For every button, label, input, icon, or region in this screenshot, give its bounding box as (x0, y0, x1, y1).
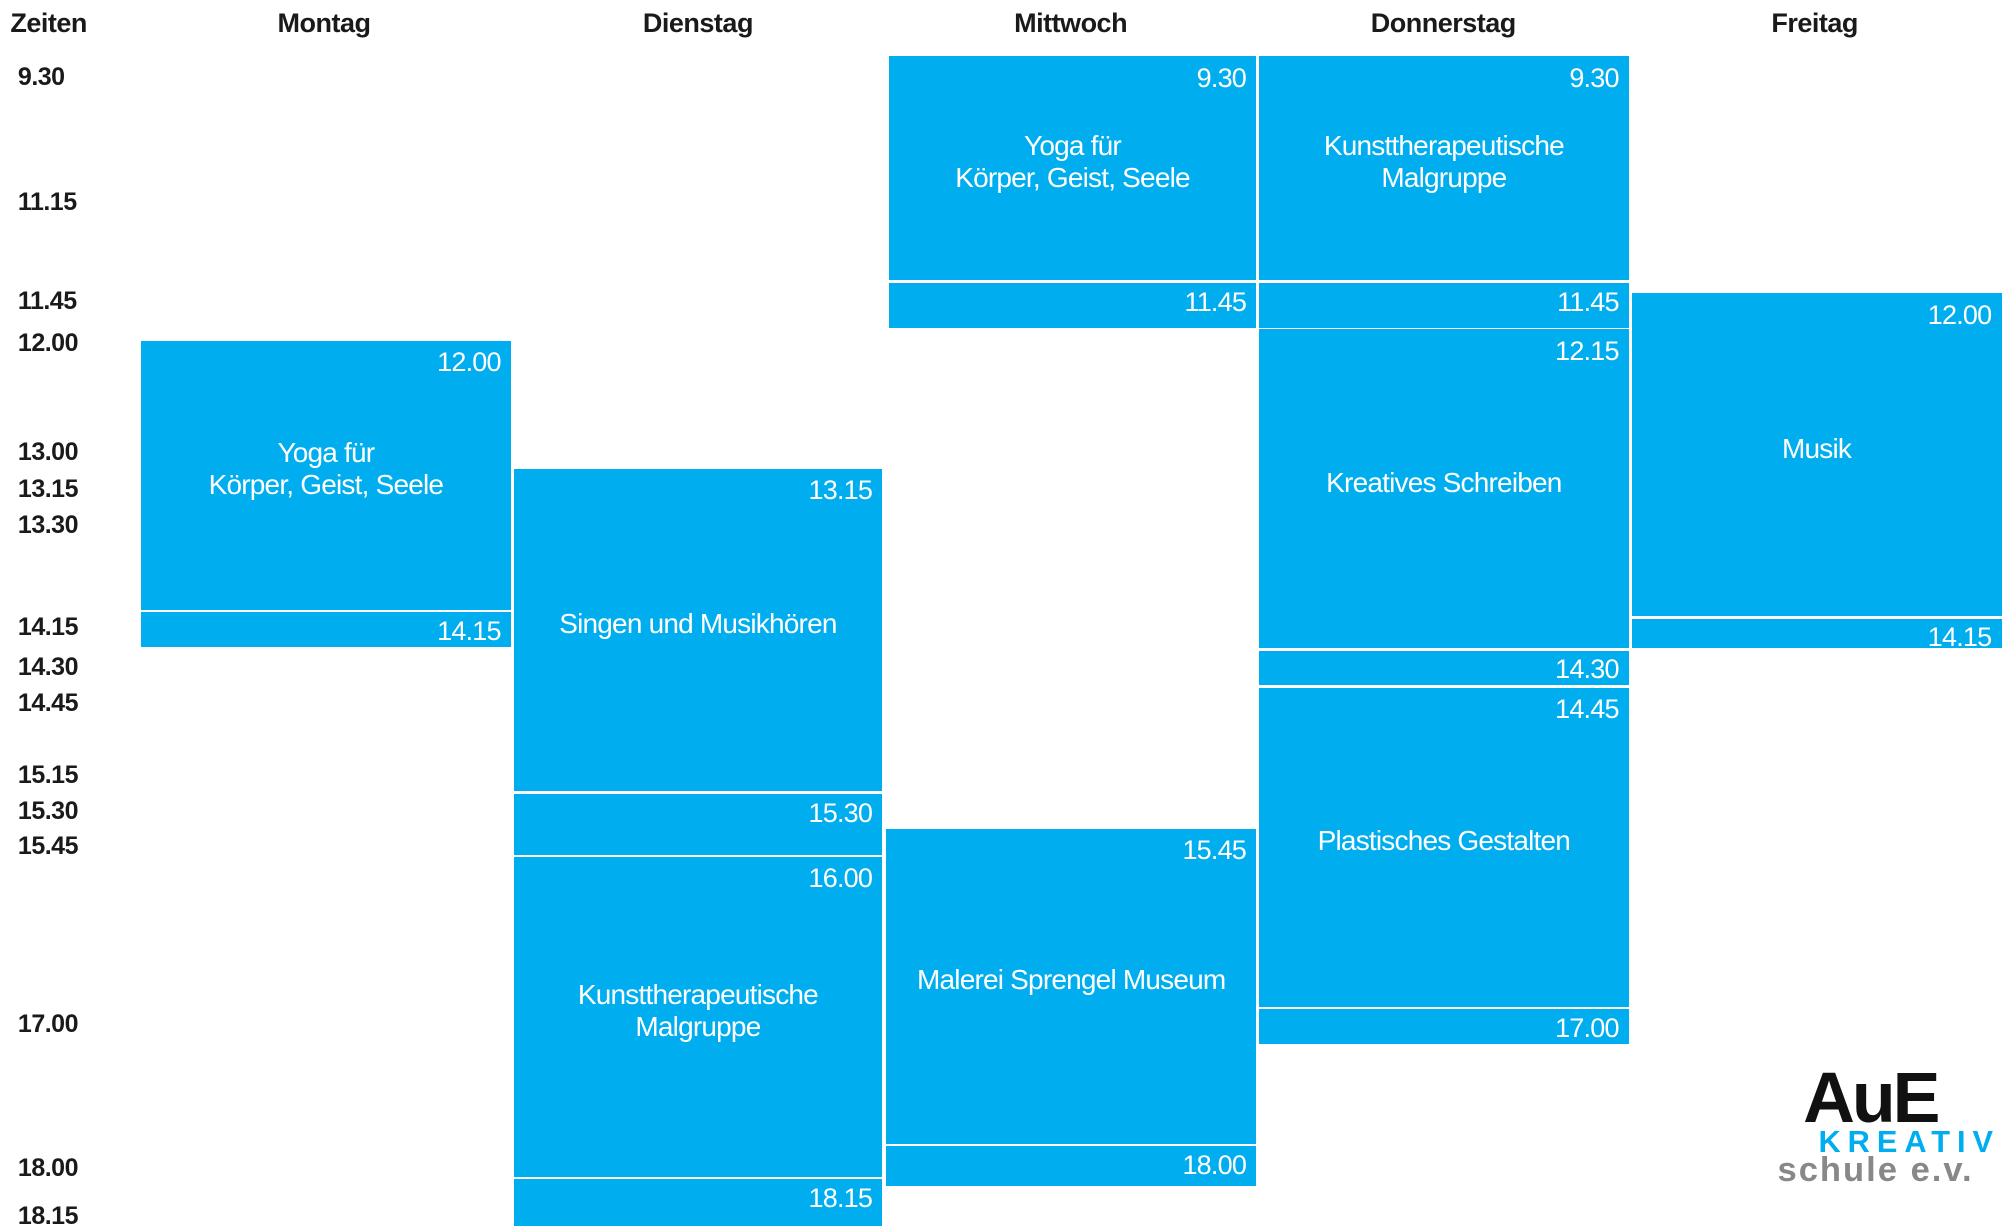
session-block: 12.00 Yoga für Körper, Geist, Seele (140, 340, 511, 610)
time-label: 15.15 (17, 760, 79, 789)
start-time: 12.00 (437, 347, 501, 378)
time-label: 12.00 (17, 329, 79, 358)
session-end-strip (1631, 618, 2002, 648)
title-line: Yoga für (277, 437, 375, 469)
session-end-strip (1258, 650, 1629, 686)
session-end-strip (1258, 283, 1629, 328)
time-label: 18.15 (17, 1202, 79, 1231)
title-line: Singen und Musikhören (559, 608, 837, 640)
time-label: 15.45 (17, 832, 79, 861)
start-time: 9.30 (1196, 62, 1247, 93)
time-label: 18.00 (17, 1153, 79, 1182)
day-header: Mittwoch (1014, 7, 1128, 38)
day-header: Dienstag (642, 7, 754, 38)
title-line: Plastisches Gestalten (1317, 825, 1571, 857)
day-header: Montag (277, 7, 371, 38)
session-title: Yoga für Körper, Geist, Seele (889, 130, 1257, 194)
end-time: 18.00 (1182, 1149, 1247, 1180)
start-time: 12.15 (1555, 335, 1619, 366)
session-end-strip (1258, 1009, 1629, 1044)
logo-sub: KREATIV (1818, 1123, 2001, 1159)
start-time: 12.00 (1927, 299, 1992, 330)
time-label: 11.15 (17, 188, 77, 217)
end-time: 11.45 (1557, 286, 1619, 317)
time-label: 15.30 (17, 796, 79, 825)
session-end-strip (140, 612, 511, 647)
title-line: Malgruppe (1381, 162, 1507, 194)
time-label: 13.30 (17, 510, 79, 539)
end-time: 17.00 (1555, 1012, 1619, 1043)
title-line: Kunsttherapeutische (577, 978, 819, 1010)
time-label: 14.15 (17, 613, 79, 642)
title-line: Kunsttherapeutische (1323, 130, 1565, 162)
title-line: Körper, Geist, Seele (208, 469, 444, 501)
title-line: Kreatives Schreiben (1326, 466, 1562, 498)
time-label: 9.30 (17, 62, 65, 91)
day-header: Donnerstag (1370, 7, 1517, 38)
session-end-strip (886, 1146, 1257, 1186)
day-header: Freitag (1771, 7, 1858, 38)
session-block: 9.30 Kunsttherapeutische Malgruppe (1258, 56, 1629, 281)
end-time: 14.15 (1927, 622, 1992, 653)
session-end-strip (513, 1179, 883, 1226)
time-label: 14.30 (17, 653, 79, 682)
title-line: Yoga für (1024, 130, 1122, 162)
end-time: 11.45 (1184, 286, 1247, 317)
start-time: 14.45 (1555, 694, 1619, 725)
session-title: Kreatives Schreiben (1259, 467, 1629, 499)
session-end-strip (513, 793, 883, 856)
title-line: Musik (1781, 432, 1852, 464)
session-block: 13.15 Singen und Musikhören (513, 468, 883, 792)
header-label: Zeiten (10, 7, 87, 38)
session-end-strip (888, 283, 1257, 328)
end-time: 14.15 (437, 615, 501, 646)
time-label: 11.45 (17, 286, 77, 315)
session-block: 14.45 Plastisches Gestalten (1258, 687, 1629, 1007)
end-time: 18.15 (808, 1183, 873, 1214)
session-block: 9.30 Yoga für Körper, Geist, Seele (888, 56, 1257, 281)
session-title: Kunsttherapeutische Malgruppe (514, 979, 883, 1043)
time-label: 17.00 (17, 1010, 79, 1039)
session-title: Yoga für Körper, Geist, Seele (141, 437, 511, 501)
start-time: 13.15 (808, 475, 873, 506)
session-title: Plastisches Gestalten (1259, 825, 1629, 857)
session-title: Musik (1632, 433, 2002, 465)
start-time: 16.00 (808, 863, 873, 894)
time-label: 14.45 (17, 688, 79, 717)
start-time: 15.45 (1182, 834, 1247, 865)
title-line: Körper, Geist, Seele (955, 162, 1190, 194)
session-block: 15.45 Malerei Sprengel Museum (886, 828, 1257, 1144)
session-title: Singen und Musikhören (514, 608, 883, 640)
end-time: 15.30 (808, 797, 873, 828)
session-block: 16.00 Kunsttherapeutische Malgruppe (513, 856, 883, 1177)
title-line: Malgruppe (635, 1010, 761, 1042)
session-title: Malerei Sprengel Museum (886, 964, 1256, 996)
session-title: Kunsttherapeutische Malgruppe (1259, 130, 1629, 194)
session-block: 12.15 Kreatives Schreiben (1258, 329, 1629, 648)
time-label: 13.00 (17, 437, 79, 466)
logo-main: AuE (1803, 1057, 1940, 1138)
end-time: 14.30 (1555, 654, 1619, 685)
logo-org: schule e.v. (1777, 1150, 1974, 1189)
session-block: 12.00 Musik (1631, 293, 2002, 616)
time-label: 13.15 (17, 475, 79, 504)
start-time: 9.30 (1569, 62, 1619, 93)
title-line: Malerei Sprengel Museum (917, 964, 1226, 996)
